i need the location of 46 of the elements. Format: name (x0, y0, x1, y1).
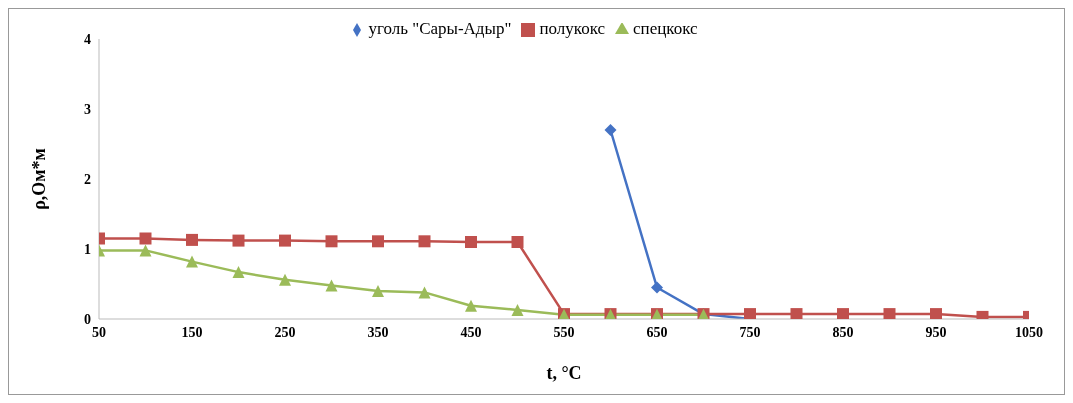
x-tick-label: 150 (181, 324, 203, 340)
point (744, 308, 756, 319)
x-tick-label: 1050 (1015, 324, 1043, 340)
x-axis-title: t, °C (546, 363, 582, 383)
point (139, 244, 152, 257)
point (837, 308, 849, 319)
point (279, 273, 291, 286)
x-tick-label: 750 (739, 324, 761, 340)
point (418, 235, 431, 248)
y-tick-label: 2 (84, 171, 91, 187)
x-tick-label: 250 (274, 324, 296, 340)
y-tick-label: 4 (84, 31, 91, 47)
point (279, 234, 291, 247)
point (372, 285, 384, 297)
point (186, 233, 198, 246)
y-tick-label: 3 (84, 101, 91, 117)
point (232, 266, 245, 279)
point (930, 308, 942, 319)
x-tick-label: 650 (646, 324, 668, 340)
point (604, 124, 617, 136)
point (232, 234, 245, 247)
y-tick-label: 1 (84, 241, 91, 257)
x-tick-label: 850 (832, 324, 854, 340)
legend-label: полукокс (539, 19, 606, 38)
point (186, 255, 198, 268)
point (651, 281, 663, 294)
point (883, 308, 896, 319)
point (418, 286, 431, 299)
x-tick-label: 450 (460, 324, 482, 340)
point (465, 299, 477, 312)
point (511, 236, 524, 248)
y-axis-title: ρ,Ом*м (29, 148, 50, 210)
point (139, 232, 152, 245)
point (465, 236, 477, 248)
y-tick-label: 0 (84, 311, 91, 327)
x-tick-label: 50 (92, 324, 106, 340)
point (511, 303, 524, 316)
x-tick-label: 950 (925, 324, 947, 340)
legend-label: спецкокс (633, 19, 698, 38)
point (372, 235, 384, 248)
x-tick-label: 350 (367, 324, 389, 340)
legend-label: уголь "Сары-Адыр" (368, 19, 512, 38)
point (325, 279, 338, 292)
x-tick-label: 550 (553, 324, 575, 340)
point (325, 235, 338, 248)
point (790, 308, 803, 319)
